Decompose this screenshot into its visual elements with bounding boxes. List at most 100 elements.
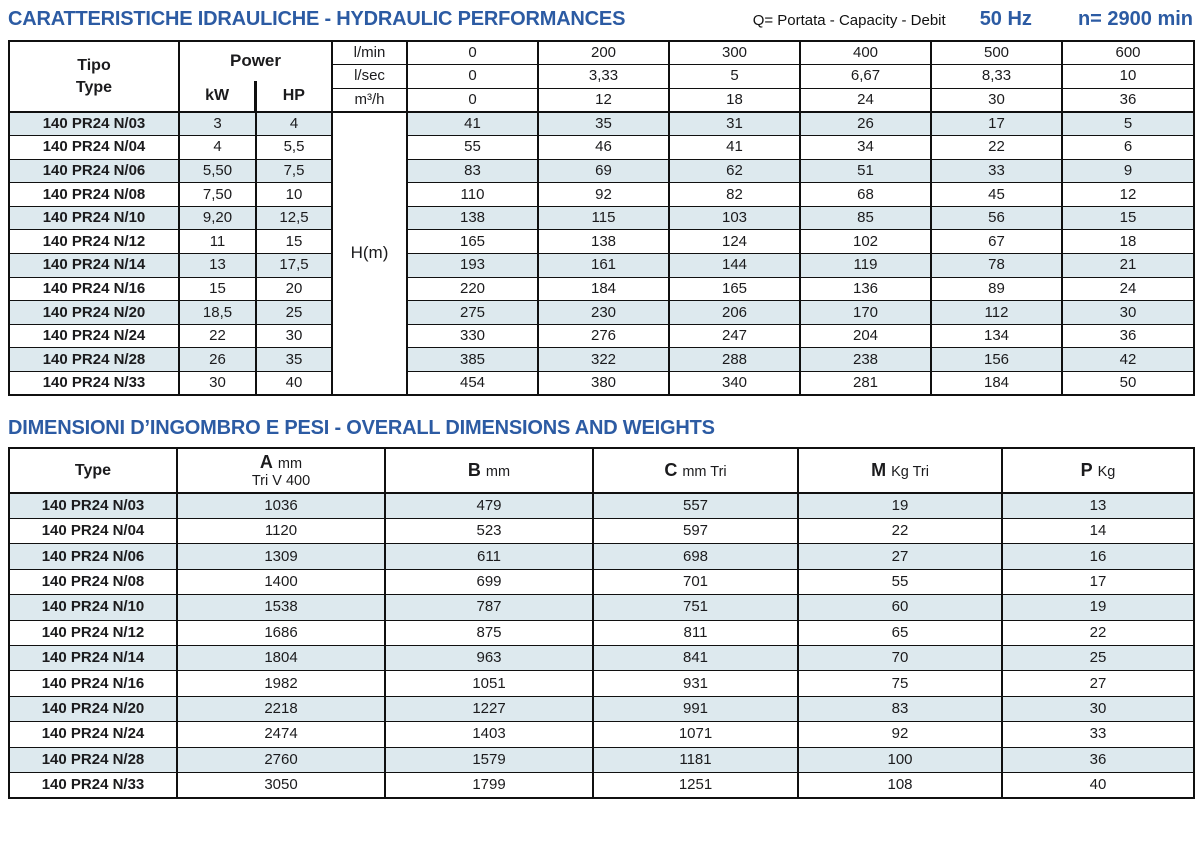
table-row: 140 PR24 N/20 2218 1227 991 83 30 [9, 695, 1194, 722]
head-value-cell: 30 [1061, 300, 1194, 325]
dimension-value-cell: 16 [1001, 543, 1194, 570]
head-value-cell: 56 [930, 205, 1062, 230]
dimension-value-cell: 108 [797, 771, 1002, 798]
head-value-cell: 380 [537, 371, 669, 396]
table-row: 140 PR24 N/24 2474 1403 1071 92 33 [9, 721, 1194, 748]
head-value-cell: 144 [668, 253, 800, 278]
table-row: 140 PR24 N/04 1120 523 597 22 14 [9, 518, 1194, 544]
head-value-cell: 21 [1061, 253, 1194, 278]
col-header-type: Type [74, 462, 112, 480]
head-value-cell: 184 [537, 276, 669, 301]
pump-type-cell: 140 PR24 N/24 [9, 323, 179, 348]
flow-value: 400 [799, 41, 931, 65]
head-value-cell: 33 [930, 158, 1062, 183]
dimension-value-cell: 65 [797, 619, 1002, 646]
head-value-cell: 34 [799, 135, 931, 160]
datasheet-page: CARATTERISTICHE IDRAULICHE - HYDRAULIC P… [8, 8, 1195, 799]
table-row: 140 PR24 N/28 26 35 385 322 288 238 156 42 [9, 347, 1194, 372]
speed-label: n= 2900 min [1077, 8, 1193, 30]
table-row: 140 PR24 N/08 1400 699 701 55 17 [9, 568, 1194, 595]
table-row: 140 PR24 N/03 3 4 H(m) 41 35 31 26 17 5 [9, 110, 1194, 396]
pump-type-cell: 140 PR24 N/28 [9, 746, 177, 773]
dimension-value-cell: 25 [1001, 644, 1194, 671]
dimension-value-cell: 1036 [176, 492, 385, 519]
head-value-cell: 24 [1061, 276, 1194, 301]
pump-type-cell: 140 PR24 N/08 [9, 568, 177, 595]
table-row: 140 PR24 N/12 11 15 165 138 124 102 67 18 [9, 229, 1194, 254]
head-value-cell: 36 [1061, 323, 1194, 348]
dimension-value-cell: 1403 [384, 721, 593, 748]
flow-header-row-lmin: Tipo Type Power kW HP l/min 0 200 [9, 41, 1194, 112]
kw-cell: 26 [178, 347, 256, 372]
head-value-cell: 22 [930, 135, 1062, 160]
head-value-cell: 41 [668, 135, 800, 160]
dimension-value-cell: 557 [592, 492, 798, 519]
kw-cell: 18,5 [178, 300, 256, 325]
table-row: 140 PR24 N/14 1804 963 841 70 25 [9, 644, 1194, 671]
dimension-value-cell: 22 [797, 518, 1002, 544]
flow-value: 0 [406, 87, 538, 112]
table-row: 140 PR24 N/33 30 40 454 380 340 281 184 50 [9, 371, 1194, 396]
kw-cell: 13 [178, 253, 256, 278]
hp-cell: 12,5 [255, 205, 332, 230]
pump-type-cell: 140 PR24 N/06 [9, 158, 179, 183]
dim-subline: Tri V 400 [251, 473, 311, 490]
flow-unit-lsec: l/sec [331, 64, 407, 89]
head-value-cell: 18 [1061, 229, 1194, 254]
table-row: 140 PR24 N/33 3050 1799 1251 108 40 [9, 771, 1194, 798]
power-label: Power [229, 51, 282, 70]
head-value-cell: 51 [799, 158, 931, 183]
head-value-cell: 46 [537, 135, 669, 160]
pump-type-cell: 140 PR24 N/04 [9, 135, 179, 160]
head-value-cell: 55 [406, 135, 538, 160]
table-row: 140 PR24 N/10 9,20 12,5 138 115 103 85 56 15 [9, 205, 1194, 230]
dimension-value-cell: 70 [797, 644, 1002, 671]
head-value-cell: 184 [930, 371, 1062, 396]
pump-type-cell: 140 PR24 N/03 [9, 111, 179, 136]
head-value-cell: 5 [1061, 111, 1194, 136]
dimension-value-cell: 14 [1001, 518, 1194, 544]
table-row: 140 PR24 N/10 1538 787 751 60 19 [9, 594, 1194, 621]
flow-value: 0 [406, 41, 538, 65]
flow-unit-m3h: m³/h [331, 87, 407, 112]
head-value-cell: 156 [930, 347, 1062, 372]
head-unit-cell: H(m) [331, 110, 408, 396]
flow-value: 600 [1061, 41, 1194, 65]
hp-cell: 10 [255, 182, 332, 207]
head-value-cell: 6 [1061, 135, 1194, 160]
dimension-value-cell: 751 [592, 594, 798, 621]
hydraulic-tbody: 140 PR24 N/03 3 4 H(m) 41 35 31 26 17 5 140 PR24 N… [9, 110, 1194, 396]
head-value-cell: 15 [1061, 205, 1194, 230]
hydraulic-performance-table: Tipo Type Power kW HP l/min 0 200 [8, 40, 1195, 397]
head-value-cell: 62 [668, 158, 800, 183]
pump-type-cell: 140 PR24 N/24 [9, 721, 177, 748]
pump-type-cell: 140 PR24 N/33 [9, 771, 177, 798]
head-value-cell: 41 [406, 111, 538, 136]
head-value-cell: 204 [799, 323, 931, 348]
pump-type-cell: 140 PR24 N/14 [9, 253, 179, 278]
flow-value: 0 [406, 64, 538, 89]
dimension-value-cell: 27 [1001, 670, 1194, 697]
flow-value: 500 [930, 41, 1062, 65]
head-value-cell: 78 [930, 253, 1062, 278]
table-row: 140 PR24 N/20 18,5 25 275 230 206 170 112 30 [9, 300, 1194, 325]
dimension-value-cell: 1071 [592, 721, 798, 748]
dimensions-title: DIMENSIONI D’INGOMBRO E PESI - OVERALL D… [8, 417, 715, 440]
table-row: 140 PR24 N/08 7,50 10 110 92 82 68 45 12 [9, 182, 1194, 207]
table-row: 140 PR24 N/24 22 30 330 276 247 204 134 36 [9, 323, 1194, 348]
pump-type-cell: 140 PR24 N/16 [9, 276, 179, 301]
hp-cell: 30 [255, 323, 332, 348]
dimensions-tbody: 140 PR24 N/03 1036 479 557 19 13 140 PR24 N/04… [9, 492, 1194, 798]
flow-value: 18 [668, 87, 800, 112]
col-header-p: P Kg [1001, 448, 1194, 494]
dimension-value-cell: 30 [1001, 695, 1194, 722]
head-value-cell: 161 [537, 253, 669, 278]
dimension-value-cell: 83 [797, 695, 1002, 722]
kw-cell: 30 [178, 371, 256, 396]
hp-header: HP [282, 87, 305, 105]
table-row: 140 PR24 N/06 5,50 7,5 83 69 62 51 33 9 [9, 158, 1194, 183]
dimension-value-cell: 597 [592, 518, 798, 544]
table-row: 140 PR24 N/12 1686 875 811 65 22 [9, 619, 1194, 646]
dimension-value-cell: 19 [1001, 594, 1194, 621]
pump-type-cell: 140 PR24 N/03 [9, 492, 177, 519]
